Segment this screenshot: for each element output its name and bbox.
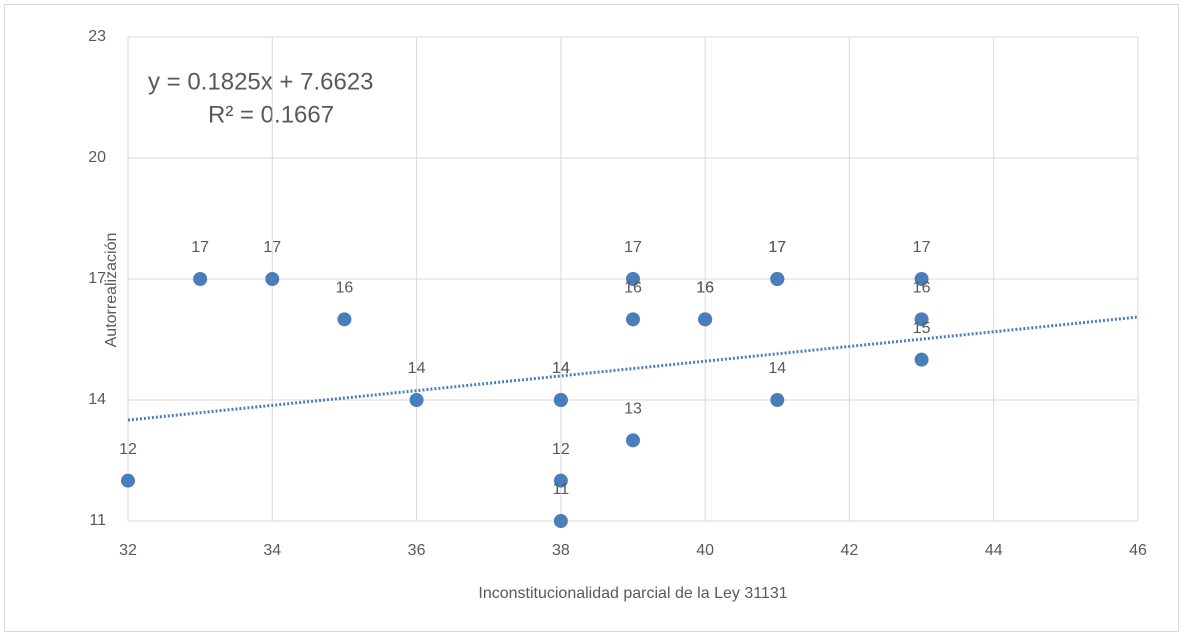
data-point <box>914 272 929 286</box>
data-point <box>553 393 568 407</box>
data-label: 11 <box>553 481 570 498</box>
data-label: 14 <box>552 360 570 377</box>
y-tick-label: 11 <box>89 512 106 529</box>
y-tick-label: 17 <box>88 270 106 287</box>
data-label: 15 <box>913 320 931 337</box>
data-label: 17 <box>768 239 786 256</box>
data-label: 17 <box>768 239 786 256</box>
data-point <box>265 272 280 286</box>
data-point <box>626 272 640 286</box>
trendline <box>127 315 1139 422</box>
y-tick-label: 20 <box>88 149 106 166</box>
x-tick-label: 32 <box>119 542 137 559</box>
x-tick-label: 46 <box>1129 542 1147 559</box>
trend-r-squared: R² = 0.1667 <box>208 101 334 128</box>
y-tick-label: 23 <box>88 28 106 45</box>
data-point <box>626 433 640 448</box>
data-point <box>121 473 135 488</box>
y-axis-label: Autorrealización <box>103 233 120 348</box>
data-label: 17 <box>624 239 642 256</box>
y-tick-label: 14 <box>88 391 106 408</box>
data-point <box>698 312 713 327</box>
data-label: 13 <box>624 401 642 418</box>
data-label: 16 <box>624 280 642 297</box>
data-point <box>337 312 352 327</box>
data-point <box>409 393 424 407</box>
data-label: 17 <box>263 239 281 256</box>
data-point <box>626 312 640 327</box>
data-point <box>770 393 785 407</box>
data-point <box>553 514 568 528</box>
x-tick-label: 38 <box>552 542 570 559</box>
data-label: 14 <box>552 360 570 377</box>
data-label: 14 <box>408 360 426 377</box>
x-tick-label: 40 <box>696 542 714 559</box>
data-label: 14 <box>768 360 786 377</box>
x-axis-label: Inconstitucionalidad parcial de la Ley 3… <box>478 585 787 602</box>
x-tick-label: 44 <box>985 542 1003 559</box>
x-tick-label: 34 <box>263 542 281 559</box>
data-label: 17 <box>191 239 209 256</box>
data-point <box>914 312 929 327</box>
data-label: 16 <box>696 280 714 297</box>
chart-frame <box>4 4 1179 632</box>
data-label: 12 <box>119 441 137 458</box>
data-point <box>553 473 568 488</box>
x-tick-label: 42 <box>841 542 859 559</box>
data-point <box>193 272 208 286</box>
data-point <box>914 352 929 367</box>
data-label: 16 <box>913 280 931 297</box>
x-tick-label: 36 <box>408 542 426 559</box>
data-point <box>770 272 785 286</box>
trend-equation: y = 0.1825x + 7.6623 <box>148 68 374 95</box>
data-label: 16 <box>696 280 714 297</box>
data-label: 12 <box>552 441 570 458</box>
data-label: 17 <box>913 239 931 256</box>
data-label: 16 <box>336 280 354 297</box>
